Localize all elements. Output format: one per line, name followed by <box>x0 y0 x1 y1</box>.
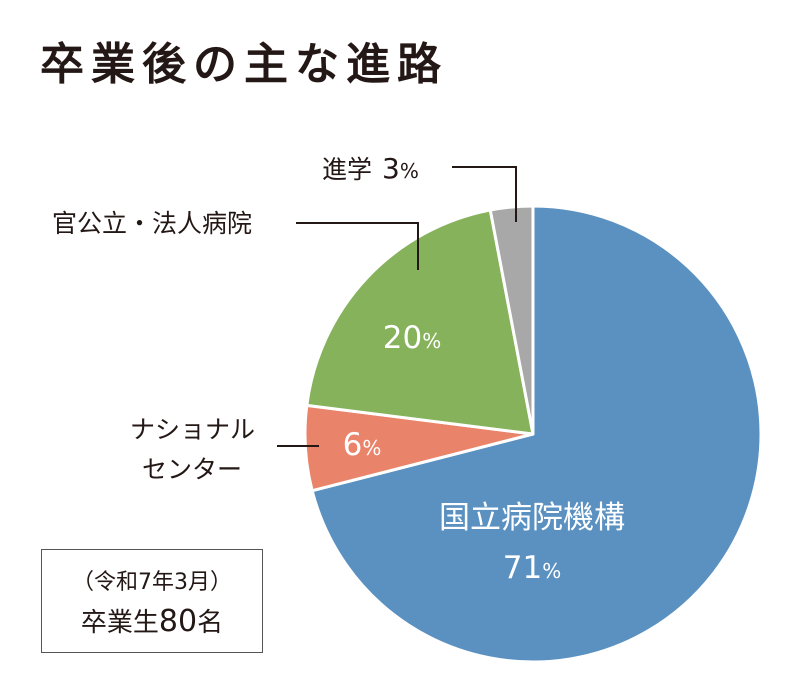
note-graduates-prefix: 卒業生 <box>80 608 159 638</box>
slice-label-3: 進学 3% <box>322 152 419 185</box>
pie-slice-2 <box>305 208 535 436</box>
graduates-note: （令和7年3月） 卒業生80名 <box>41 549 263 653</box>
slice-value-2-num: 20 <box>383 320 422 356</box>
pie-slice-3 <box>488 204 535 436</box>
note-graduates-count: 80 <box>158 604 198 639</box>
slice-value-1: 6% <box>343 427 382 463</box>
slice-value-0: 71% <box>503 550 561 586</box>
note-graduates-suffix: 名 <box>197 608 224 638</box>
leader-line-2 <box>296 222 419 270</box>
leader-line-3 <box>452 166 517 222</box>
slice-label-1-line1: ナショナル <box>130 415 255 444</box>
slice-label-1-line2: センター <box>142 455 242 484</box>
slice-label-2: 官公立・法人病院 <box>52 209 252 238</box>
slice-value-0-num: 71 <box>503 550 542 586</box>
note-graduates: 卒業生80名 <box>42 602 262 639</box>
slice-value-2-pct: % <box>422 329 441 353</box>
slice-value-1-num: 6 <box>343 427 363 463</box>
slice-label-0: 国立病院機構 <box>439 500 625 536</box>
slice-value-0-pct: % <box>542 559 561 583</box>
slice-value-3-pct: % <box>400 159 419 183</box>
pie-slice-0 <box>310 204 763 664</box>
slice-value-1-pct: % <box>362 436 381 460</box>
slice-label-3-text: 進学 <box>322 155 372 184</box>
chart-title: 卒業後の主な進路 <box>40 39 448 90</box>
slice-value-3-num: 3 <box>382 152 400 185</box>
slice-value-2: 20% <box>383 320 441 356</box>
note-period: （令和7年3月） <box>72 570 232 595</box>
